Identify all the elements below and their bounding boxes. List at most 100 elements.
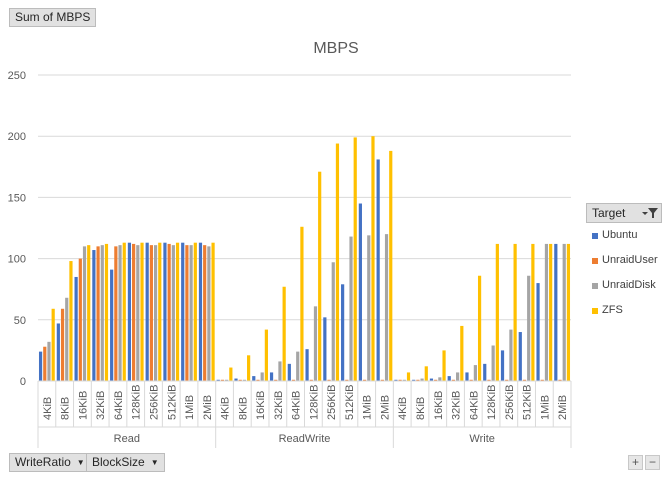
bar bbox=[434, 379, 438, 381]
blocksize-field-button[interactable]: BlockSize ▼ bbox=[86, 453, 165, 472]
bar bbox=[247, 355, 251, 381]
bar bbox=[252, 376, 256, 381]
bar bbox=[518, 332, 522, 381]
bar bbox=[163, 242, 167, 381]
blocksize-field-label: BlockSize bbox=[92, 455, 145, 469]
bar bbox=[353, 137, 357, 381]
bar bbox=[469, 379, 473, 381]
bar bbox=[300, 226, 304, 381]
legend-field-button[interactable]: Target bbox=[586, 203, 662, 223]
bar bbox=[558, 379, 562, 381]
x-tick-label: 512KiB bbox=[522, 385, 534, 420]
bar bbox=[43, 346, 47, 381]
bar bbox=[65, 297, 69, 381]
y-tick-label: 150 bbox=[8, 192, 26, 204]
bar bbox=[554, 243, 558, 381]
bar bbox=[264, 329, 268, 381]
bar bbox=[74, 276, 78, 381]
bar bbox=[549, 243, 553, 381]
bar bbox=[309, 379, 313, 381]
legend-swatch bbox=[592, 233, 598, 239]
bar bbox=[438, 377, 442, 381]
writeratio-field-button[interactable]: WriteRatio ▼ bbox=[9, 453, 91, 472]
collapse-field-button[interactable]: − bbox=[645, 455, 660, 470]
legend-item[interactable]: ZFS bbox=[586, 303, 662, 323]
bar bbox=[477, 275, 482, 381]
y-tick-label: 250 bbox=[8, 70, 26, 82]
bar bbox=[78, 258, 82, 381]
values-field-button[interactable]: Sum of MBPS bbox=[9, 8, 97, 27]
bar bbox=[100, 245, 104, 381]
bar bbox=[207, 246, 211, 381]
bar bbox=[380, 379, 384, 381]
bar bbox=[158, 242, 162, 381]
bar bbox=[544, 243, 549, 381]
bar bbox=[175, 242, 180, 381]
x-axis: 4KiB 8KiB 16KiB 32KiB 64KiB 128KiB 256KiB 512Ki… bbox=[37, 380, 572, 448]
bar bbox=[38, 351, 43, 381]
bar bbox=[358, 203, 362, 381]
bar bbox=[412, 379, 416, 381]
bar bbox=[349, 236, 353, 381]
bar bbox=[371, 136, 375, 381]
x-tick-label: 1MiB bbox=[539, 395, 551, 420]
bar bbox=[473, 365, 477, 381]
y-tick-label: 50 bbox=[14, 315, 26, 327]
bar bbox=[362, 379, 367, 381]
bar bbox=[282, 286, 286, 381]
filter-icon[interactable] bbox=[641, 206, 659, 220]
bar bbox=[198, 242, 203, 381]
x-tick-label: 4KiB bbox=[397, 397, 409, 420]
bar bbox=[522, 379, 527, 381]
dropdown-arrow-icon: ▼ bbox=[150, 458, 159, 467]
bar bbox=[225, 379, 229, 381]
x-tick-label: 256KiB bbox=[504, 385, 516, 420]
y-tick-label: 100 bbox=[8, 254, 26, 266]
y-tick-label: 200 bbox=[8, 131, 26, 143]
bar bbox=[562, 243, 566, 381]
bar bbox=[527, 275, 531, 381]
x-tick-label: 32KiB bbox=[451, 391, 463, 420]
bar bbox=[406, 372, 411, 381]
expand-field-button[interactable]: + bbox=[628, 455, 643, 470]
bars bbox=[38, 136, 571, 381]
dropdown-arrow-icon: ▼ bbox=[76, 458, 85, 467]
legend-item[interactable]: UnraidUser bbox=[586, 253, 662, 273]
bar bbox=[531, 243, 535, 381]
x-tick-label: 32KiB bbox=[95, 391, 107, 420]
bar bbox=[127, 242, 132, 381]
x-tick-label: 16KiB bbox=[77, 391, 89, 420]
bar bbox=[274, 379, 278, 381]
bar bbox=[167, 243, 171, 381]
legend-item[interactable]: Ubuntu bbox=[586, 228, 662, 248]
bar bbox=[456, 372, 460, 381]
bar bbox=[296, 351, 300, 381]
bar bbox=[331, 262, 335, 381]
bar bbox=[104, 243, 109, 381]
bar bbox=[122, 242, 126, 381]
x-tick-label: 64KiB bbox=[291, 391, 303, 420]
bar bbox=[87, 245, 91, 381]
legend-item[interactable]: UnraidDisk bbox=[586, 278, 662, 298]
bar bbox=[341, 284, 345, 381]
bar bbox=[447, 376, 451, 381]
bar bbox=[260, 372, 264, 381]
bar bbox=[203, 245, 207, 381]
bar bbox=[460, 325, 464, 381]
x-tick-label: 1MiB bbox=[362, 395, 374, 420]
bar bbox=[171, 245, 175, 381]
bar bbox=[287, 363, 291, 381]
bar bbox=[136, 245, 140, 381]
bar bbox=[211, 242, 215, 381]
bar bbox=[145, 242, 149, 381]
bar bbox=[394, 379, 398, 381]
x-tick-label: 4KiB bbox=[220, 397, 232, 420]
gridlines bbox=[38, 74, 571, 382]
x-tick-label: 2MiB bbox=[379, 395, 391, 420]
bar bbox=[345, 379, 349, 381]
bar bbox=[424, 366, 428, 381]
bar bbox=[181, 242, 185, 381]
y-tick-label: 0 bbox=[20, 376, 26, 388]
x-tick-label: 128KiB bbox=[308, 385, 320, 420]
x-tick-label: 8KiB bbox=[237, 397, 249, 420]
